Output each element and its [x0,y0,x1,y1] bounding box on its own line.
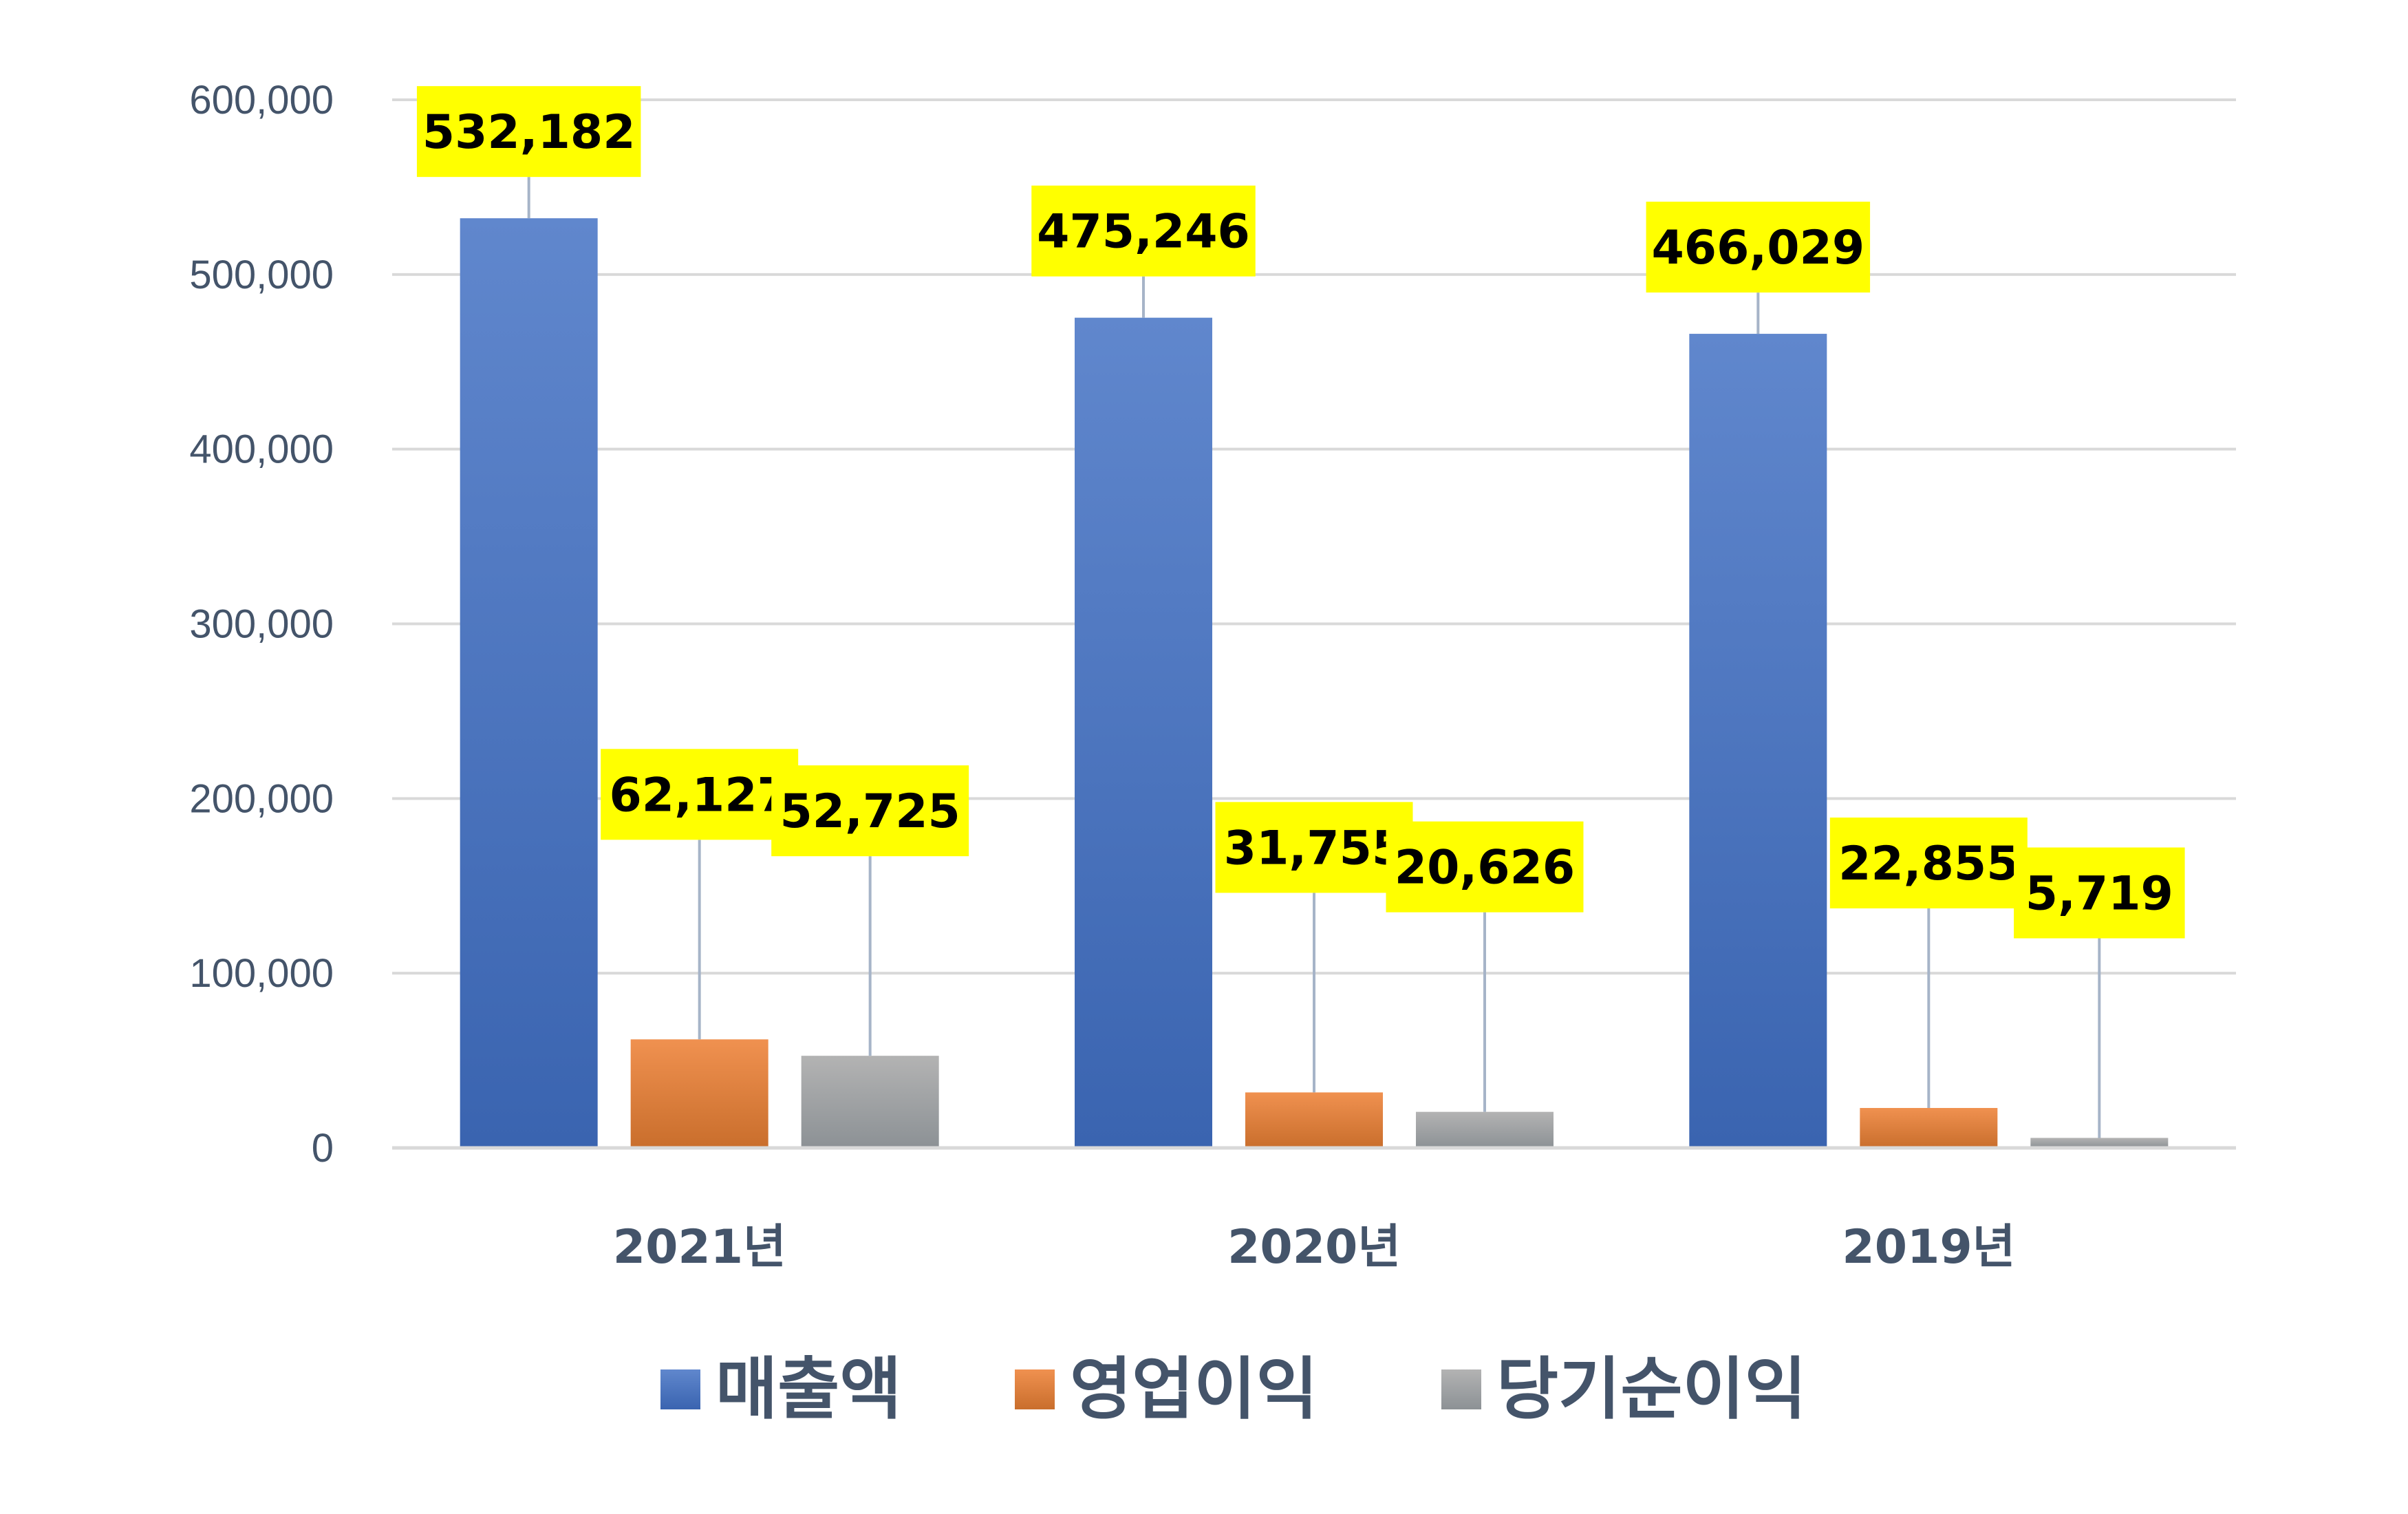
legend-label: 매출액 [716,1350,901,1429]
legend-swatch [1441,1369,1481,1409]
data-label-box [1386,821,1584,913]
data-label-box [1031,185,1256,277]
y-tick-label: 600,000 [189,78,334,122]
data-label: 31,755 [1224,821,1404,875]
bar-영업이익 [630,1039,768,1148]
x-category-label: 2021년 [613,1220,786,1275]
legend-swatch [660,1369,700,1409]
data-label-box [1215,802,1413,893]
data-label-box [1646,202,1871,293]
bar-매출액 [1075,317,1212,1148]
data-label: 20,626 [1395,841,1575,895]
y-tick-label: 0 [312,1126,334,1171]
legend-label: 영업이익 [1070,1350,1318,1429]
data-label-box [771,765,969,857]
legend-label: 당기순이익 [1496,1350,1807,1429]
data-label: 62,127 [609,768,789,822]
data-label: 466,029 [1651,221,1864,275]
data-label-box [601,749,799,840]
legend: 매출액 영업이익 당기순이익 [660,1350,1807,1429]
y-tick-label: 200,000 [189,776,334,821]
bar-당기순이익 [801,1056,939,1148]
bar-영업이익 [1860,1107,1998,1148]
bars [460,218,2169,1149]
data-label-box [1829,817,2028,908]
data-label: 5,719 [2025,866,2173,921]
x-category-label: 2020년 [1227,1220,1401,1275]
y-tick-label: 500,000 [189,253,334,297]
data-label: 52,725 [780,785,960,839]
bar-당기순이익 [2030,1138,2169,1148]
y-tick-label: 100,000 [189,951,334,996]
legend-swatch [1015,1369,1055,1409]
y-tick-label: 300,000 [189,602,334,647]
data-label-box [2014,847,2185,939]
bar-매출액 [1689,334,1827,1149]
data-label: 22,855 [1838,837,2019,891]
data-label-leader-lines [527,177,2101,1138]
y-tick-label: 400,000 [189,427,334,472]
bar-영업이익 [1245,1092,1383,1148]
data-label: 475,246 [1037,205,1250,259]
data-label: 532,182 [422,105,636,160]
bar-당기순이익 [1416,1111,1554,1148]
x-category-label: 2019년 [1842,1220,2015,1275]
y-axis-tick-labels: 0 100,000 200,000 300,000 400,000 500,000 600,… [189,78,334,1171]
bar-매출액 [460,218,598,1149]
x-axis-category-labels: 2021년 2020년 2019년 [613,1220,2015,1275]
data-label-box [416,86,641,178]
